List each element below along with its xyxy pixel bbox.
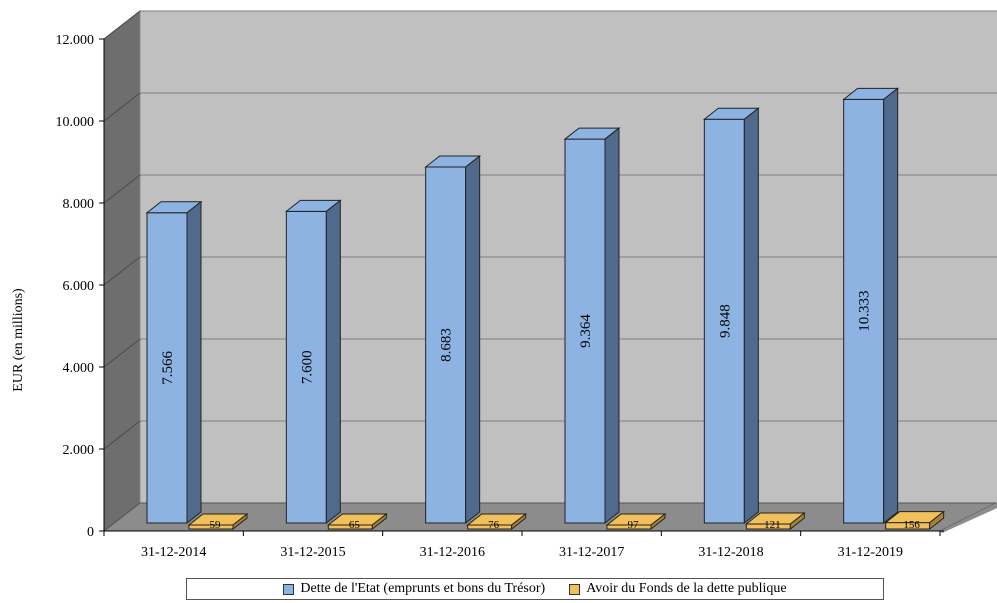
bar-fonds-side — [650, 512, 666, 531]
bar-dette-front — [843, 98, 885, 524]
x-tick-label: 31-12-2018 — [698, 545, 763, 560]
bar-dette-front — [703, 118, 745, 524]
y-tick-label: 12.000 — [56, 33, 95, 48]
data-label-fonds: 76 — [488, 519, 500, 531]
data-label-dette: 7.600 — [299, 350, 315, 384]
x-tick-label: 31-12-2014 — [141, 545, 206, 560]
y-tick-label: 4.000 — [63, 361, 95, 376]
floor-edge — [940, 503, 997, 533]
legend-item-dette: Dette de l'Etat (emprunts et bons du Tré… — [283, 581, 545, 597]
x-tick-label: 31-12-2016 — [420, 545, 485, 560]
gridline-side — [103, 92, 141, 122]
gridline-side — [103, 420, 141, 450]
bar-dette-front — [564, 138, 606, 524]
gridline-side — [103, 338, 141, 368]
axes: 0 2.000 4.000 6.000 8.000 10.000 12.000 31-12-2… — [56, 33, 944, 560]
data-label-fonds: 156 — [903, 519, 920, 531]
bar-dette-front — [285, 210, 327, 524]
data-label-fonds: 59 — [210, 519, 222, 531]
gridline-side — [103, 256, 141, 286]
legend-swatch-fonds — [569, 583, 581, 595]
x-tick-label: 31-12-2019 — [838, 545, 903, 560]
data-label-dette: 7.566 — [160, 351, 176, 385]
gridline-side — [103, 174, 141, 204]
bar-dette-side — [743, 107, 759, 525]
x-tick-label: 31-12-2017 — [559, 545, 624, 560]
data-label-fonds: 65 — [349, 519, 361, 531]
data-label-fonds: 97 — [628, 519, 640, 531]
legend-label-dette: Dette de l'Etat (emprunts et bons du Tré… — [300, 581, 546, 596]
bar-dette-front — [425, 166, 467, 524]
data-label-dette: 10.333 — [857, 291, 873, 332]
data-label-fonds: 121 — [764, 519, 781, 531]
bar-fonds-side — [232, 512, 248, 531]
legend: Dette de l'Etat (emprunts et bons du Tré… — [186, 578, 884, 600]
data-label-dette: 9.848 — [717, 304, 733, 338]
legend-label-fonds: Avoir du Fonds de la dette publique — [586, 581, 787, 596]
y-tick-label: 10.000 — [56, 115, 95, 130]
bar-fonds-side — [511, 512, 527, 531]
bars: 7.566 59 7.600 65 8.683 76 9.364 97 9.848 121 10.3… — [145, 87, 946, 531]
data-label-dette: 8.683 — [439, 328, 455, 362]
y-axis-title: EUR (en millions) — [11, 288, 26, 392]
bar-dette-side — [604, 127, 620, 525]
x-tick-label: 31-12-2015 — [280, 545, 345, 560]
gridline-side — [103, 10, 141, 40]
y-tick-label: 2.000 — [63, 443, 95, 458]
bar-dette-side — [186, 200, 202, 525]
bar-fonds-side — [789, 512, 805, 531]
y-tick-label: 8.000 — [63, 197, 95, 212]
bar-fonds-side — [929, 510, 945, 531]
y-tick-label: 0 — [87, 525, 94, 540]
bar-fonds-side — [371, 512, 387, 531]
bar-dette-side — [465, 154, 481, 525]
legend-item-fonds: Avoir du Fonds de la dette publique — [569, 581, 787, 597]
bar-dette-side — [325, 199, 341, 525]
bar-dette-side — [883, 87, 899, 525]
data-label-dette: 9.364 — [578, 314, 594, 348]
legend-swatch-dette — [283, 583, 295, 595]
y-tick-label: 6.000 — [63, 279, 95, 294]
